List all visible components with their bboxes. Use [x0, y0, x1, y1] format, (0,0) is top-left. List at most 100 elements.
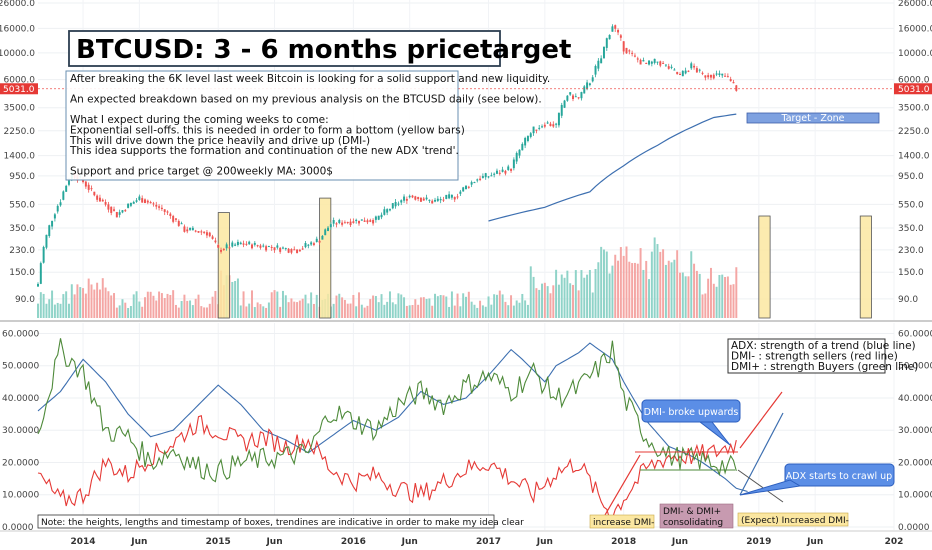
volume-bar: [431, 305, 434, 318]
candle-body: [296, 249, 299, 254]
candle-body: [442, 199, 445, 201]
volume-bar: [79, 287, 82, 318]
candle-body: [484, 173, 487, 178]
volume-bar: [648, 279, 651, 318]
yellow-bottom-bar: [758, 215, 771, 319]
price-tick-right: 950.0: [898, 172, 924, 182]
candle-body: [602, 46, 605, 59]
volume-bar: [405, 305, 408, 318]
volume-bar: [70, 284, 73, 318]
candle-body: [96, 195, 99, 200]
candle-body: [633, 55, 636, 57]
volume-bar: [298, 300, 301, 318]
candle-body: [473, 182, 476, 184]
volume-bar: [355, 306, 358, 318]
volume-bar: [735, 267, 738, 318]
volume-bar: [709, 267, 712, 318]
volume-bar: [186, 300, 189, 318]
candle-body: [687, 70, 690, 72]
volume-bar: [90, 284, 93, 318]
candle-body: [465, 185, 467, 190]
volume-bar: [586, 274, 589, 318]
candle-body: [501, 169, 504, 172]
candle-body: [504, 170, 507, 174]
candle-body: [456, 196, 459, 198]
volume-bar: [287, 302, 290, 318]
candle-body: [121, 210, 124, 213]
volume-bar: [662, 249, 665, 318]
volume-bar: [53, 304, 56, 318]
volume-bar: [673, 259, 676, 318]
volume-bar: [363, 307, 366, 318]
candle-body: [577, 97, 580, 99]
candle-body: [569, 92, 572, 95]
volume-bar: [152, 295, 155, 318]
volume-bar: [208, 303, 211, 318]
volume-bar: [149, 291, 152, 318]
volume-bar: [270, 292, 273, 318]
candle-body: [267, 246, 270, 248]
time-tick: Jun: [671, 537, 688, 547]
candle-body: [557, 112, 560, 126]
volume-bar: [48, 299, 51, 318]
volume-bar: [484, 306, 487, 318]
candle-body: [113, 209, 116, 211]
price-axis-left: 26000.0 16000.0 10000.0 6000.0 3500.0 2250.0 1…: [0, 0, 35, 305]
volume-bar: [515, 300, 518, 318]
candle-body: [721, 73, 724, 76]
volume-bar: [676, 250, 679, 318]
price-tick-right: 230.0: [898, 246, 924, 256]
candle-body: [287, 248, 290, 253]
candle-body: [203, 231, 206, 233]
candle-body: [104, 202, 107, 205]
volume-bar: [417, 304, 420, 318]
candle-body: [270, 246, 273, 248]
volume-bar: [307, 303, 310, 318]
volume-bar: [605, 251, 608, 318]
volume-bar: [726, 276, 729, 318]
candle-body: [315, 238, 318, 242]
candle-body: [208, 232, 211, 237]
volume-bar: [296, 302, 299, 318]
price-tick-right: 90.0: [898, 295, 918, 305]
candle-body: [191, 227, 194, 231]
yellow-bottom-bar: [859, 215, 872, 319]
candle-body: [476, 179, 479, 181]
candle-body: [543, 124, 546, 127]
indicator-tick-right: 30.0000: [898, 426, 932, 436]
volume-bar: [470, 301, 473, 318]
indicator-pane: 60.0000 50.0000 40.0000 30.0000 20.0000 10.00…: [2, 323, 932, 533]
description-line: Support and price target @ 200weekly MA:…: [70, 166, 333, 178]
candle-body: [304, 243, 307, 248]
candle-body: [659, 61, 662, 66]
candle-body: [279, 247, 282, 252]
candle-body: [245, 243, 248, 245]
candle-body: [614, 25, 617, 29]
volume-bar: [76, 284, 79, 318]
volume-bar: [403, 297, 406, 318]
candle-body: [141, 198, 144, 203]
indicator-axis-left: 60.0000 50.0000 40.0000 30.0000 20.0000 10.00…: [2, 329, 39, 533]
volume-bar: [256, 302, 259, 318]
volume-bar: [312, 303, 315, 318]
volume-bar: [155, 300, 158, 318]
candle-body: [118, 212, 121, 215]
price-tick-right: 1400.0: [898, 152, 930, 162]
indicator-legend: ADX: strength of a trend (blue line)DMI-…: [727, 338, 918, 374]
volume-bar: [343, 299, 346, 318]
volume-bar: [366, 305, 369, 318]
volume-bar: [332, 303, 335, 318]
price-tick-left: 150.0: [9, 268, 35, 278]
note-text: Note: the heights, lengths and timestamp…: [41, 518, 524, 528]
candle-body: [48, 225, 51, 237]
description-line: Exponential sell-offs. this is needed in…: [70, 125, 465, 137]
candle-body: [163, 209, 166, 212]
current-price-label-left: 5031.0: [3, 85, 35, 95]
candle-body: [259, 245, 262, 248]
indicator-tick-left: 50.0000: [2, 362, 39, 372]
volume-bar: [580, 270, 583, 318]
candle-body: [541, 126, 544, 128]
candle-body: [481, 176, 484, 178]
volume-bar: [267, 302, 270, 318]
candle-body: [679, 74, 681, 76]
